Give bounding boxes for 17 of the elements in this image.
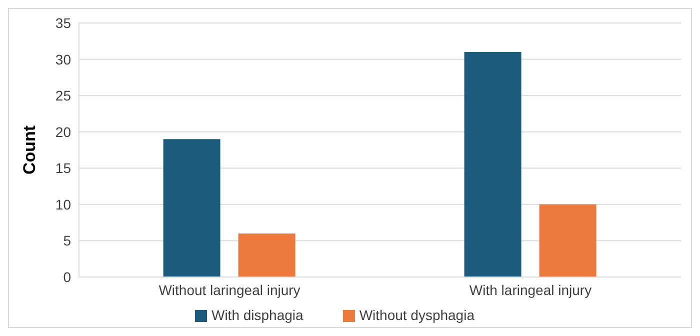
y-tick-label: 5 xyxy=(63,232,72,249)
y-tick-label: 35 xyxy=(55,14,72,31)
y-tick-label: 10 xyxy=(55,196,72,212)
y-axis-title: Count xyxy=(20,125,40,175)
y-tick-label: 15 xyxy=(55,160,72,176)
legend-label: With disphagia xyxy=(211,307,304,323)
bar xyxy=(464,52,522,277)
y-tick-label: 20 xyxy=(55,124,72,140)
y-tick-label: 25 xyxy=(55,88,72,104)
legend-label: Without dysphagia xyxy=(359,307,474,323)
y-tick-label: 0 xyxy=(63,268,72,285)
x-tick-label: Without laringeal injury xyxy=(158,282,300,298)
bar xyxy=(539,204,596,277)
bar xyxy=(238,233,296,277)
y-tick-label: 30 xyxy=(55,51,72,68)
bar xyxy=(163,139,220,277)
x-tick-label: With laringeal injury xyxy=(469,282,592,298)
